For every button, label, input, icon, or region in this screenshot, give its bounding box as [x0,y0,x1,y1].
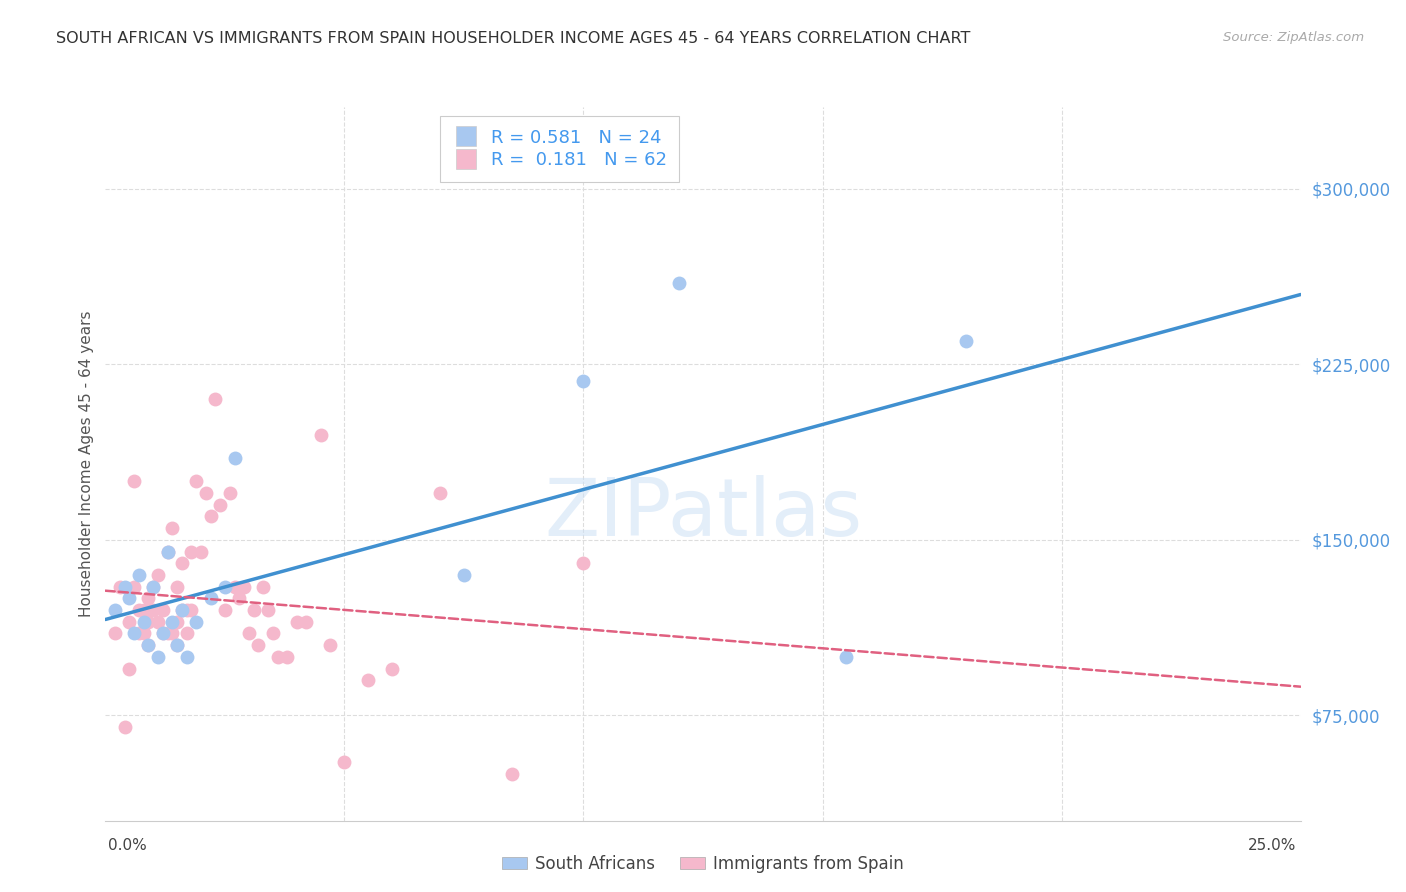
Point [180,544,202,558]
Point [209,498,232,512]
Text: Source: ZipAtlas.com: Source: ZipAtlas.com [1223,31,1364,45]
Point [276,649,298,664]
Point [170,556,193,570]
Point [176,649,198,664]
Point [295,615,318,629]
Point [128,626,150,640]
Point [170,603,193,617]
Point [162,615,184,629]
Point [170,603,193,617]
Point [114,720,136,734]
Point [214,603,236,617]
Point [118,591,141,606]
Point [104,626,127,640]
Point [152,626,174,640]
Point [572,374,595,388]
Point [152,603,174,617]
Point [242,603,264,617]
Point [238,626,260,640]
Point [262,626,284,640]
Point [138,638,160,652]
Point [138,638,160,652]
Point [138,591,160,606]
Point [218,486,240,500]
Point [166,580,188,594]
Point [257,603,280,617]
Point [122,580,145,594]
Point [176,603,198,617]
Point [138,615,160,629]
Point [668,276,690,290]
Point [266,649,288,664]
Y-axis label: Householder Income Ages 45 - 64 years: Householder Income Ages 45 - 64 years [79,310,94,617]
Legend: R = 0.581   N = 24, R =  0.181   N = 62: R = 0.581 N = 24, R = 0.181 N = 62 [440,116,679,182]
Point [501,767,523,781]
Point [453,568,475,582]
Point [162,626,184,640]
Point [228,591,250,606]
Point [835,649,858,664]
Text: 25.0%: 25.0% [1249,838,1296,853]
Point [194,486,217,500]
Point [122,475,145,489]
Point [132,603,155,617]
Point [132,615,155,629]
Point [357,673,380,688]
Point [156,626,179,640]
Point [186,615,208,629]
Point [572,556,595,570]
Point [156,544,179,558]
Point [146,615,169,629]
Text: 0.0%: 0.0% [108,838,148,853]
Point [955,334,977,348]
Point [214,580,236,594]
Point [128,568,150,582]
Point [204,392,226,407]
Point [162,521,184,535]
Point [166,638,188,652]
Point [200,591,222,606]
Point [108,580,131,594]
Point [122,626,145,640]
Point [146,649,169,664]
Point [142,603,165,617]
Point [118,662,141,676]
Point [333,755,356,769]
Text: SOUTH AFRICAN VS IMMIGRANTS FROM SPAIN HOUSEHOLDER INCOME AGES 45 - 64 YEARS COR: SOUTH AFRICAN VS IMMIGRANTS FROM SPAIN H… [56,31,970,46]
Point [132,626,155,640]
Point [114,580,136,594]
Point [247,638,270,652]
Legend: South Africans, Immigrants from Spain: South Africans, Immigrants from Spain [495,848,911,880]
Point [224,450,246,465]
Point [319,638,342,652]
Point [180,603,202,617]
Point [224,580,246,594]
Point [200,509,222,524]
Point [142,580,165,594]
Point [233,580,256,594]
Point [152,626,174,640]
Text: ZIPatlas: ZIPatlas [544,475,862,553]
Point [146,568,169,582]
Point [118,615,141,629]
Point [156,544,179,558]
Point [252,580,274,594]
Point [166,615,188,629]
Point [285,615,308,629]
Point [176,626,198,640]
Point [166,638,188,652]
Point [309,427,332,442]
Point [429,486,451,500]
Point [128,603,150,617]
Point [190,544,212,558]
Point [186,475,208,489]
Point [381,662,404,676]
Point [104,603,127,617]
Point [142,580,165,594]
